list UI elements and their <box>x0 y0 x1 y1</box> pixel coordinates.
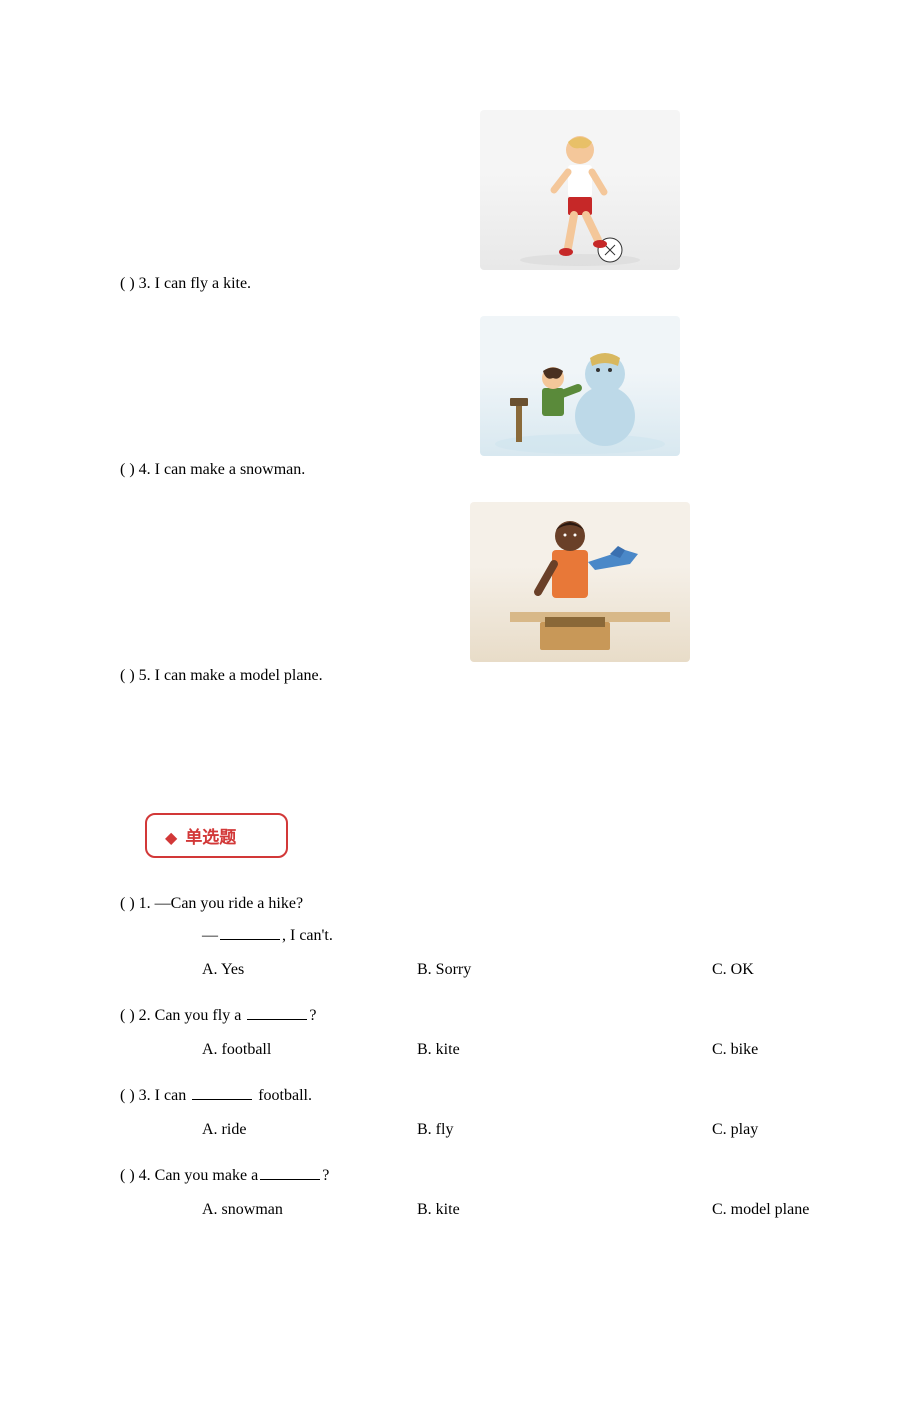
mc-q2-line1: ( ) 2. Can you fly a ? <box>120 1000 920 1032</box>
football-boy-image <box>480 110 680 270</box>
mc-q3: ( ) 3. I can football. A. ride B. fly C.… <box>0 1080 920 1146</box>
mc-q3-a: A. ride <box>202 1114 417 1146</box>
mc-q3-bracket: ( ) 3. <box>120 1087 151 1104</box>
mc-q3-prompt-pre: I can <box>155 1087 191 1104</box>
mc-q1-sub-pre: — <box>202 927 218 944</box>
mc-q3-c: C. play <box>712 1114 920 1146</box>
mc-q1-sub-post: , I can't. <box>282 927 333 944</box>
matching-q4-block: ( ) 4. I can make a snowman. <box>0 316 920 487</box>
mc-q4-options: A. snowman B. kite C. model plane <box>120 1194 920 1226</box>
mc-q2-bracket: ( ) 2. <box>120 1007 151 1024</box>
section-header-wrap: ◆ 单选题 <box>0 813 920 858</box>
section-header: ◆ 单选题 <box>145 813 288 858</box>
q5-image-wrap <box>0 502 920 667</box>
q3-row: ( ) 3. I can fly a kite. <box>0 275 920 301</box>
blank-fill <box>220 924 280 940</box>
q5-sentence: I can make a model plane. <box>155 667 323 684</box>
mc-q4-line1: ( ) 4. Can you make a? <box>120 1160 920 1192</box>
mc-q1-options: A. Yes B. Sorry C. OK <box>120 954 920 986</box>
mc-q2-prompt-pre: Can you fly a <box>155 1007 246 1024</box>
q4-row: ( ) 4. I can make a snowman. <box>0 461 920 487</box>
mc-q2-c: C. bike <box>712 1034 920 1066</box>
mc-q2: ( ) 2. Can you fly a ? A. football B. ki… <box>0 1000 920 1066</box>
mc-q4: ( ) 4. Can you make a? A. snowman B. kit… <box>0 1160 920 1226</box>
mc-q2-b: B. kite <box>417 1034 712 1066</box>
matching-q5-block: ( ) 5. I can make a model plane. <box>0 502 920 693</box>
mc-q3-b: B. fly <box>417 1114 712 1146</box>
mc-q4-bracket: ( ) 4. <box>120 1167 151 1184</box>
mc-q4-a: A. snowman <box>202 1194 417 1226</box>
q3-text: ( ) 3. I can fly a kite. <box>120 275 251 301</box>
mc-q1-b: B. Sorry <box>417 954 712 986</box>
mc-q4-prompt-post: ? <box>322 1167 329 1184</box>
blank-fill <box>247 1004 307 1020</box>
q3-bracket: ( ) 3. <box>120 275 151 292</box>
blank-fill <box>192 1084 252 1100</box>
mc-q2-options: A. football B. kite C. bike <box>120 1034 920 1066</box>
q4-text: ( ) 4. I can make a snowman. <box>120 461 305 487</box>
mc-q1: ( ) 1. —Can you ride a hike? — , I can't.… <box>0 888 920 986</box>
q3-sentence: I can fly a kite. <box>155 275 251 292</box>
snowman-girl-image <box>480 316 680 456</box>
mc-q3-prompt-post: football. <box>254 1087 312 1104</box>
q5-bracket: ( ) 5. <box>120 667 151 684</box>
mc-q1-line1: ( ) 1. —Can you ride a hike? <box>120 888 920 920</box>
diamond-icon: ◆ <box>165 830 177 847</box>
mc-q4-prompt-pre: Can you make a <box>155 1167 259 1184</box>
mc-q3-line1: ( ) 3. I can football. <box>120 1080 920 1112</box>
mc-q1-line2: — , I can't. <box>120 920 920 952</box>
q4-image-wrap <box>0 316 920 461</box>
mc-q2-a: A. football <box>202 1034 417 1066</box>
q4-sentence: I can make a snowman. <box>155 461 306 478</box>
mc-q3-options: A. ride B. fly C. play <box>120 1114 920 1146</box>
mc-q4-b: B. kite <box>417 1194 712 1226</box>
mc-q2-prompt-post: ? <box>309 1007 316 1024</box>
section-title: 单选题 <box>185 828 236 847</box>
q3-image-wrap <box>0 110 920 275</box>
mc-q1-prompt: —Can you ride a hike? <box>155 895 303 912</box>
mc-q1-bracket: ( ) 1. <box>120 895 151 912</box>
model-plane-boy-image <box>470 502 690 662</box>
matching-q3-block: ( ) 3. I can fly a kite. <box>0 110 920 301</box>
q4-bracket: ( ) 4. <box>120 461 151 478</box>
blank-fill <box>260 1164 320 1180</box>
mc-q1-c: C. OK <box>712 954 920 986</box>
mc-q1-a: A. Yes <box>202 954 417 986</box>
q5-text: ( ) 5. I can make a model plane. <box>120 667 323 693</box>
mc-q4-c: C. model plane <box>712 1194 920 1226</box>
q5-row: ( ) 5. I can make a model plane. <box>0 667 920 693</box>
